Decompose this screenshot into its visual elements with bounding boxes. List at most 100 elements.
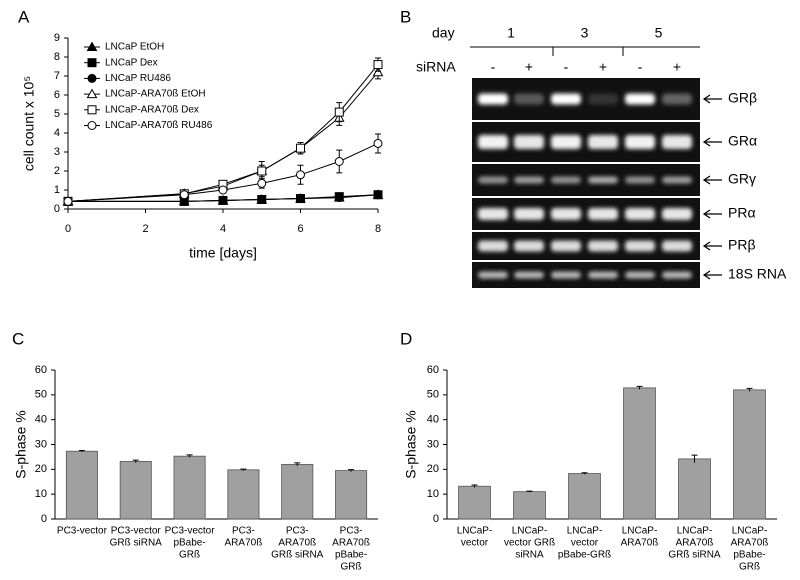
x-tick-label: vector GRß (504, 538, 555, 549)
y-tick-label: 20 (35, 463, 47, 475)
x-tick-label: GRß siRNA (271, 550, 324, 561)
y-tick-label: 60 (427, 364, 439, 376)
marker (373, 60, 383, 70)
band (662, 176, 692, 184)
y-axis-label: cell count x 10⁵ (21, 76, 37, 171)
panel-label: B (400, 7, 411, 26)
band (551, 240, 581, 252)
legend-label: LNCaP-ARA70ß Dex (105, 104, 199, 115)
band (478, 93, 508, 105)
x-tick-label: LNCaP- (567, 526, 603, 537)
y-tick-label: 7 (54, 70, 60, 82)
x-tick-label: LNCaP- (677, 526, 713, 537)
band (514, 208, 544, 220)
y-tick-label: 50 (427, 389, 439, 401)
marker (257, 195, 267, 204)
y-tick-label: 0 (41, 513, 47, 525)
arrow (702, 209, 722, 219)
sirna-sign: - (491, 59, 496, 75)
bar (733, 389, 766, 520)
band (478, 208, 508, 220)
x-tick-label: 8 (375, 223, 381, 235)
band-label: PRβ (728, 237, 756, 253)
y-axis-label: S-phase % (403, 410, 419, 478)
y-tick-label: 40 (427, 414, 439, 426)
error-bar (471, 484, 478, 488)
day: 3 (581, 25, 589, 41)
band-label: 18S RNA (728, 266, 787, 282)
band (551, 271, 581, 279)
x-tick-label: ARA70ß (332, 538, 370, 549)
bar (568, 473, 601, 520)
marker (87, 58, 97, 68)
y-tick-label: 50 (35, 389, 47, 401)
marker (87, 73, 97, 83)
y-tick-label: 30 (427, 438, 439, 450)
error-bar (348, 469, 355, 472)
arrow (702, 94, 722, 104)
x-tick-label: LNCaP- (622, 526, 658, 537)
bar (513, 491, 546, 520)
x-tick-label: GRß (739, 562, 760, 573)
band-label: GRα (728, 133, 757, 149)
marker (63, 196, 73, 206)
y-tick-label: 5 (54, 108, 60, 120)
band (478, 135, 508, 149)
bar (281, 463, 314, 520)
marker (296, 170, 305, 180)
marker (86, 41, 98, 51)
y-tick-label: 4 (54, 127, 60, 139)
band (588, 135, 618, 149)
x-tick-label: pBabe- (335, 550, 367, 561)
legend-label: LNCaP EtOH (105, 42, 164, 53)
marker (296, 194, 305, 204)
band (551, 135, 581, 149)
band (625, 240, 655, 252)
x-tick-label: 6 (297, 223, 303, 235)
band (625, 176, 655, 184)
band-label: PRα (728, 205, 756, 221)
marker (179, 190, 189, 200)
marker (334, 157, 344, 166)
x-tick-label: GRß (341, 562, 362, 573)
x-tick-label: PC3- (286, 526, 309, 537)
sirna-label: siRNA (416, 59, 456, 75)
bar (458, 485, 491, 520)
y-tick-label: 10 (35, 488, 47, 500)
x-tick-label: LNCaP- (512, 526, 548, 537)
error-bar (132, 459, 139, 463)
bar (173, 455, 206, 520)
legend-label: LNCaP Dex (105, 57, 158, 68)
x-tick-label: ARA70ß (621, 538, 659, 549)
arrow (702, 175, 722, 185)
sirna-sign: + (673, 59, 681, 75)
band (588, 208, 618, 220)
arrow (702, 241, 722, 251)
band (514, 93, 544, 105)
band (514, 135, 544, 149)
x-tick-label: 4 (220, 223, 226, 235)
error-bar (746, 387, 753, 392)
y-tick-label: 20 (427, 463, 439, 475)
marker (373, 190, 383, 200)
error-bar (636, 385, 643, 390)
x-tick-label: PC3- (340, 526, 363, 537)
x-tick-label: ARA70ß (278, 538, 316, 549)
marker (373, 138, 383, 148)
marker (86, 88, 98, 99)
day-divider (470, 46, 700, 56)
x-tick-label: LNCaP- (732, 526, 768, 537)
x-axis-label: time [days] (189, 245, 257, 261)
y-tick-label: 3 (54, 146, 60, 158)
panel-label: A (18, 7, 30, 26)
x-tick-label: ARA70ß (676, 538, 714, 549)
sirna-sign: - (638, 59, 643, 75)
x-tick-label: pBabe-GRß (558, 550, 611, 561)
band (625, 208, 655, 220)
band (551, 176, 581, 184)
bar (227, 469, 260, 520)
band (625, 271, 655, 279)
y-tick-label: 40 (35, 414, 47, 426)
error-bar (294, 462, 301, 466)
marker (296, 143, 305, 153)
